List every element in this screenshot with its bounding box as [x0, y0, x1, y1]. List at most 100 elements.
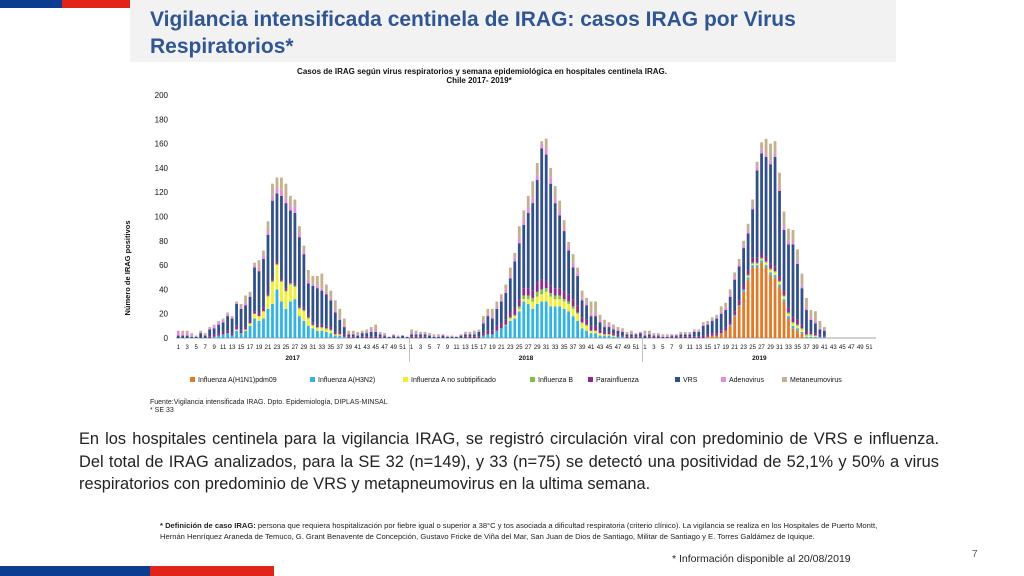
bar-segment: [796, 261, 799, 264]
bar-segment: [576, 267, 579, 273]
bar-segment: [410, 334, 413, 337]
bar-segment: [266, 293, 270, 296]
bar-segment: [262, 250, 265, 256]
bar-segment: [544, 154, 548, 281]
bar-segment: [724, 307, 728, 311]
bar-segment: [571, 267, 575, 300]
bar-segment: [284, 291, 288, 309]
bar-segment: [522, 301, 526, 338]
bar-segment: [423, 333, 427, 335]
bar-segment: [212, 334, 216, 337]
week-tick-label: 35: [794, 345, 801, 351]
bar-segment: [446, 336, 449, 338]
bar-segment: [526, 303, 530, 338]
footnote-text: persona que requiera hospitalización por…: [160, 521, 878, 541]
bar-segment: [544, 148, 548, 155]
bar-segment: [513, 307, 517, 315]
bar-segment: [643, 333, 647, 336]
bar-segment: [221, 318, 225, 320]
bar-segment: [302, 320, 306, 338]
bar-segment: [522, 288, 526, 296]
bar-segment: [499, 299, 503, 302]
bar-segment: [338, 318, 342, 320]
bar-segment: [751, 263, 754, 266]
bar-segment: [670, 335, 674, 337]
bar-segment: [715, 317, 719, 319]
bar-segment: [594, 301, 597, 314]
bar-segment: [248, 320, 252, 324]
bar-segment: [562, 231, 566, 292]
bar-segment: [356, 335, 360, 338]
bar-segment: [217, 324, 221, 334]
bar-segment: [535, 282, 539, 292]
bar-segment: [262, 307, 265, 312]
bar-segment: [760, 259, 763, 261]
bar-segment: [630, 330, 633, 334]
y-tick-label: 100: [155, 213, 169, 222]
bar-segment: [365, 329, 369, 332]
bar-segment: [244, 302, 247, 306]
bar-segment: [275, 289, 279, 338]
bar-segment: [473, 330, 476, 334]
y-tick-label: 120: [155, 188, 169, 197]
bar-segment: [544, 301, 548, 338]
bar-segment: [683, 334, 687, 337]
bar-segment: [333, 312, 337, 332]
source-note: * SE 33: [150, 407, 174, 414]
bar-segment: [432, 334, 436, 336]
bar-segment: [257, 267, 261, 272]
bar-segment: [652, 334, 656, 336]
bar-segment: [773, 153, 777, 157]
bar-segment: [616, 336, 620, 338]
bar-segment: [526, 295, 530, 300]
bar-segment: [535, 175, 539, 181]
bar-segment: [342, 325, 346, 328]
bar-segment: [562, 227, 566, 232]
bar-segment: [459, 334, 463, 336]
bar-segment: [499, 301, 503, 324]
bar-segment: [517, 243, 521, 300]
week-tick-label: 35: [561, 345, 568, 351]
bar-segment: [553, 288, 557, 296]
bar-segment: [764, 261, 768, 263]
bar-segment: [275, 187, 279, 194]
bar-segment: [670, 336, 674, 338]
bar-segment: [208, 328, 212, 330]
bar-segment: [266, 221, 270, 232]
legend-label: Influenza A no subtipificado: [411, 377, 496, 384]
bar-segment: [715, 318, 719, 334]
bar-segment: [625, 336, 629, 338]
bar-segment: [823, 329, 826, 331]
bar-segment: [576, 312, 579, 314]
bar-segment: [769, 268, 772, 270]
bar-segment: [432, 336, 436, 338]
bar-segment: [773, 277, 777, 338]
bar-segment: [230, 317, 234, 319]
week-tick-label: 49: [624, 345, 631, 351]
bar-segment: [639, 331, 642, 334]
bar-segment: [778, 190, 781, 277]
bar-segment: [728, 320, 732, 325]
bar-segment: [540, 289, 544, 295]
bar-segment: [351, 333, 355, 335]
bar-segment: [490, 316, 494, 319]
bar-segment: [473, 336, 476, 338]
bar-segment: [742, 245, 746, 249]
bar-segment: [796, 263, 799, 320]
week-tick-label: 45: [606, 345, 613, 351]
source-line: Fuente:Vigilancia intensificada IRAG. Dp…: [150, 399, 388, 406]
bar-segment: [185, 335, 189, 338]
bar-segment: [324, 284, 328, 292]
week-tick-label: 17: [713, 345, 720, 351]
bar-segment: [710, 333, 714, 336]
bar-segment: [526, 195, 530, 208]
bar-segment: [464, 333, 467, 335]
bar-segment: [692, 329, 696, 331]
bar-segment: [315, 330, 319, 338]
bar-segment: [809, 336, 813, 338]
bar-segment: [648, 334, 651, 337]
bar-segment: [347, 336, 351, 338]
bar-segment: [683, 331, 687, 334]
bar-segment: [508, 267, 512, 275]
bar-segment: [751, 257, 754, 263]
